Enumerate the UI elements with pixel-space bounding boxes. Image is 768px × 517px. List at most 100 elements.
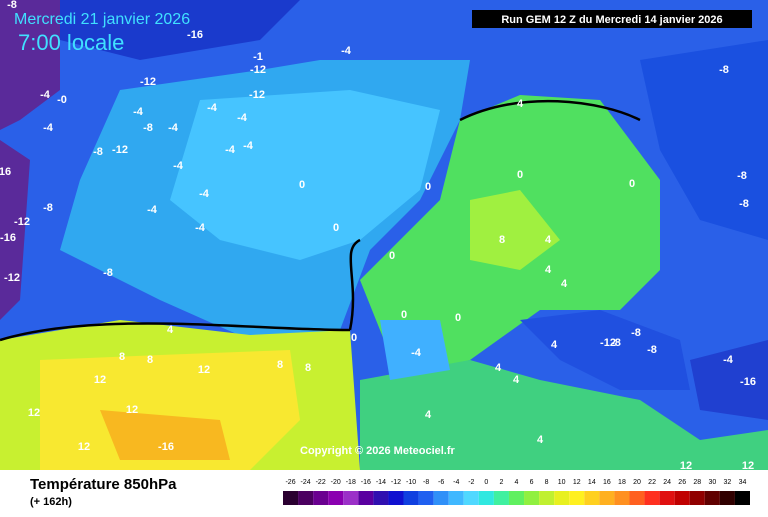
contour-label: 12 [28, 407, 40, 419]
legend-label: -26 [285, 479, 295, 486]
contour-label: 16 [0, 166, 11, 178]
lead-time: (+ 162h) [30, 496, 72, 508]
legend-swatch [629, 491, 645, 505]
legend-swatch [433, 491, 449, 505]
cold-area [0, 0, 300, 60]
legend-label: -12 [391, 479, 401, 486]
legend-swatch [508, 491, 525, 505]
contour-label: -4 [40, 89, 51, 101]
legend-swatch [539, 491, 555, 505]
legend-swatch [599, 491, 615, 505]
contour-label: -4 [723, 354, 734, 366]
legend-label: 18 [618, 479, 626, 486]
legend-label: 34 [739, 479, 747, 486]
contour-label: -12 [600, 337, 616, 349]
legend-label: 6 [530, 479, 534, 486]
contour-label: 8 [277, 359, 283, 371]
contour-label: 4 [537, 434, 544, 446]
contour-label: -8 [739, 198, 749, 210]
contour-label: -4 [411, 347, 422, 359]
legend-label: -10 [406, 479, 416, 486]
legend-swatch [343, 491, 359, 505]
legend-swatch [448, 491, 464, 505]
copyright: Copyright © 2026 Meteociel.fr [300, 445, 456, 457]
contour-label: -4 [225, 144, 236, 156]
contour-label: 0 [455, 312, 461, 324]
contour-label: -4 [133, 106, 144, 118]
legend-label: 0 [484, 479, 488, 486]
cold-area [640, 40, 768, 240]
contour-label: -12 [112, 144, 128, 156]
legend-swatch [674, 491, 690, 505]
contour-label: -8 [719, 64, 729, 76]
legend-swatch [689, 491, 705, 505]
contour-label: 8 [119, 351, 125, 363]
cold-pocket [690, 340, 768, 420]
zero-isotherm [0, 99, 641, 342]
legend-label: 24 [663, 479, 671, 486]
run-label: Run GEM 12 Z du Mercredi 14 janvier 2026 [501, 14, 722, 26]
contour-label: 4 [495, 362, 502, 374]
contour-label: -4 [207, 102, 218, 114]
legend-swatch [358, 491, 374, 505]
contour-label: 0 [333, 222, 339, 234]
legend-swatch [584, 491, 600, 505]
legend-swatch [298, 491, 314, 505]
contour-label: -4 [173, 160, 184, 172]
legend-label: 14 [588, 479, 596, 486]
cold-pocket [520, 310, 690, 390]
contour-label: -16 [158, 441, 174, 453]
legend-swatch [569, 491, 585, 505]
legend-label: 32 [724, 479, 732, 486]
legend-label: 28 [693, 479, 701, 486]
legend-swatch [478, 491, 494, 505]
contour-label: -4 [147, 204, 158, 216]
contour-label: 12 [680, 460, 692, 472]
contour-label: -12 [140, 76, 156, 88]
legend-swatch [418, 491, 434, 505]
legend-swatch [704, 491, 720, 505]
contour-label: -4 [195, 222, 206, 234]
mild-area [470, 190, 560, 270]
footer-title: Température 850hPa [30, 476, 177, 493]
legend-swatch [614, 491, 630, 505]
legend-label: -6 [438, 479, 444, 486]
legend-label: 20 [633, 479, 641, 486]
legend-swatch [463, 491, 479, 505]
legend-label: 30 [708, 479, 716, 486]
contour-label: -12 [250, 64, 266, 76]
contour-label: -8 [143, 122, 153, 134]
contour-label: -16 [740, 376, 756, 388]
contour-label: -8 [93, 146, 103, 158]
contour-label: -4 [341, 45, 352, 57]
contour-label: 4 [167, 324, 174, 336]
warm-area [40, 350, 300, 470]
contour-label: -12 [4, 272, 20, 284]
cold-pocket [380, 320, 450, 380]
contour-label: 0 [629, 178, 635, 190]
contour-label: 0 [351, 332, 357, 344]
contour-label: 4 [517, 98, 524, 110]
contour-label: -1 [253, 51, 263, 63]
date: Mercredi 21 janvier 2026 [14, 11, 190, 28]
contour-label: 4 [561, 278, 568, 290]
legend-swatch [313, 491, 329, 505]
cool-area [170, 90, 440, 260]
contour-label: -0 [57, 94, 67, 106]
contour-label: -8 [737, 170, 747, 182]
contour-label: 4 [545, 264, 552, 276]
contour-label: 0 [401, 309, 407, 321]
contour-label: 4 [425, 409, 432, 421]
legend-swatch [644, 491, 660, 505]
legend-swatch [659, 491, 675, 505]
contour-label: 4 [551, 339, 558, 351]
legend-swatch [554, 491, 570, 505]
legend-label: 22 [648, 479, 656, 486]
legend-label: -2 [468, 479, 474, 486]
legend-label: 10 [558, 479, 566, 486]
legend-label: 26 [678, 479, 686, 486]
contour-label: 0 [425, 181, 431, 193]
contour-label: -12 [249, 89, 265, 101]
contour-label: -8 [631, 327, 641, 339]
